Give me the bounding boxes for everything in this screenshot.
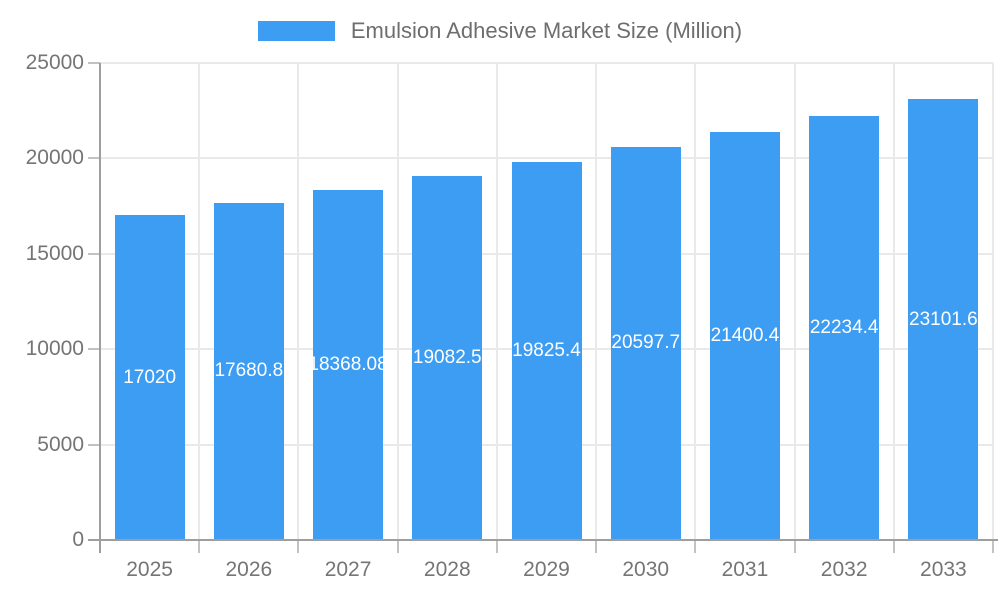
bar-value-label: 21400.4 — [710, 324, 780, 346]
x-axis-tick-label: 2029 — [523, 558, 570, 581]
x-gridline — [495, 63, 498, 540]
bar-value-label: 20597.7 — [611, 332, 681, 354]
x-axis-tick — [297, 540, 300, 553]
y-axis-tick-label: 5000 — [37, 432, 84, 456]
x-axis-tick-label: 2030 — [622, 558, 670, 581]
y-axis-tick-label: 25000 — [25, 51, 84, 74]
y-axis-tick — [88, 348, 100, 351]
legend-swatch-icon — [257, 21, 335, 41]
bar[interactable]: 22234.4 — [809, 115, 880, 540]
bar-value-label: 17020 — [123, 366, 177, 388]
x-axis-line — [88, 539, 998, 541]
x-gridline — [892, 63, 895, 540]
x-axis-tick — [595, 540, 598, 553]
x-axis-tick — [892, 540, 895, 553]
legend-item[interactable]: Emulsion Adhesive Market Size (Million) — [257, 18, 743, 44]
x-gridline — [694, 63, 697, 540]
y-gridline — [100, 157, 993, 160]
x-axis-tick-label: 2025 — [126, 558, 173, 581]
x-axis-tick-label: 2031 — [721, 558, 769, 581]
bar-value-label: 23101.6 — [909, 308, 978, 330]
x-gridline — [793, 63, 796, 540]
x-gridline — [992, 63, 994, 540]
bar[interactable]: 21400.4 — [709, 131, 780, 540]
y-axis-tick-label: 15000 — [25, 241, 84, 265]
bar[interactable]: 17680.8 — [213, 202, 284, 540]
bar[interactable]: 19825.4 — [511, 161, 582, 540]
y-axis-tick-label: 10000 — [25, 337, 84, 361]
y-axis-tick-label: 0 — [72, 528, 84, 551]
y-axis-line — [99, 63, 101, 553]
bar-value-label: 19082.5 — [412, 346, 482, 368]
x-axis-tick-label: 2033 — [920, 558, 967, 581]
x-gridline — [198, 63, 201, 540]
x-axis-tick — [694, 540, 697, 553]
x-axis-tick — [396, 540, 399, 553]
x-gridline — [595, 63, 598, 540]
legend: Emulsion Adhesive Market Size (Million) — [0, 18, 1000, 44]
x-gridline — [396, 63, 399, 540]
bar-value-label: 19825.4 — [512, 339, 581, 361]
bar[interactable]: 23101.6 — [908, 99, 979, 540]
x-axis-tick-label: 2028 — [423, 558, 471, 581]
y-axis-tick — [88, 443, 100, 446]
x-axis-tick-label: 2032 — [820, 558, 868, 581]
x-axis-tick — [495, 540, 498, 553]
y-gridline — [100, 62, 993, 64]
bar-value-label: 18368.08 — [313, 353, 384, 375]
x-axis-tick — [793, 540, 796, 553]
bar-value-label: 17680.8 — [214, 360, 284, 382]
y-axis-tick — [88, 62, 100, 64]
bar[interactable]: 19082.5 — [412, 175, 483, 540]
bar[interactable]: 17020 — [114, 215, 185, 540]
bar[interactable]: 18368.08 — [313, 189, 384, 540]
y-axis-tick-label: 20000 — [25, 146, 84, 170]
y-axis-tick — [88, 252, 100, 255]
x-axis-tick-label: 2027 — [324, 558, 372, 581]
legend-label: Emulsion Adhesive Market Size (Million) — [350, 18, 743, 43]
y-axis-tick — [88, 157, 100, 160]
x-axis-tick — [198, 540, 201, 553]
x-axis-tick-label: 2026 — [225, 558, 273, 581]
bar-value-label: 22234.4 — [809, 316, 879, 338]
bar[interactable]: 20597.7 — [610, 146, 681, 540]
x-gridline — [297, 63, 300, 540]
x-axis-tick — [992, 540, 994, 553]
